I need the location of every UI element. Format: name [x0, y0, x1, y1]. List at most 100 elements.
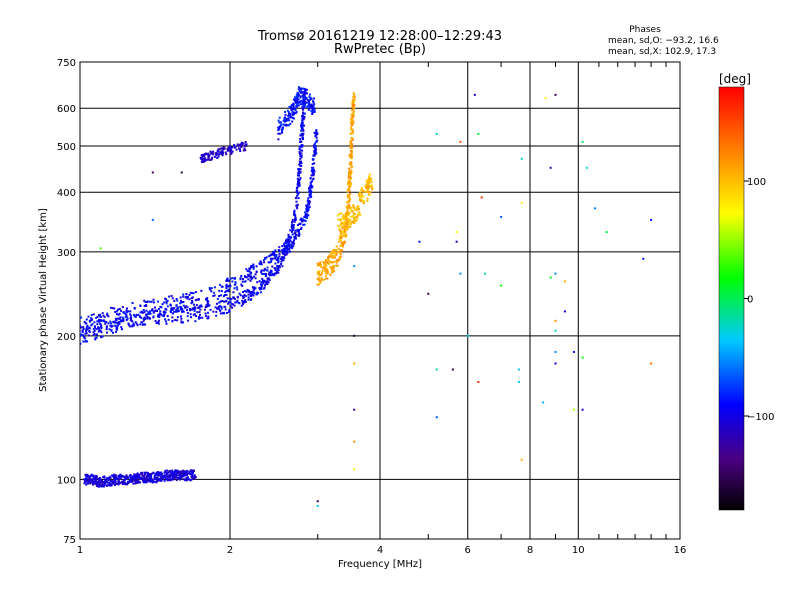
echo-point: [231, 303, 234, 306]
echo-point: [217, 155, 220, 158]
echo-point: [304, 213, 307, 216]
echo-point: [115, 482, 118, 485]
echo-point: [203, 155, 206, 158]
echo-point: [91, 323, 94, 326]
echo-point: [206, 297, 209, 300]
echo-point: [215, 302, 218, 305]
echo-point: [341, 215, 344, 218]
echo-point: [107, 315, 110, 318]
echo-point: [308, 107, 311, 110]
echo-point: [350, 113, 353, 116]
echo-point: [347, 225, 350, 228]
echo-point: [98, 313, 101, 316]
echo-point: [350, 120, 353, 123]
echo-point: [254, 277, 257, 280]
echo-point: [239, 144, 242, 147]
echo-point: [333, 269, 336, 272]
echo-point: [284, 113, 287, 116]
echo-point: [226, 149, 229, 152]
echo-point: [269, 257, 272, 260]
echo-point: [356, 207, 359, 210]
echo-point: [173, 310, 176, 313]
echo-point: [361, 200, 364, 203]
echo-point: [301, 123, 304, 126]
echo-point: [300, 123, 303, 126]
echo-point: [155, 322, 158, 325]
echo-point: [260, 291, 263, 294]
echo-point: [134, 481, 137, 484]
echo-point: [207, 311, 210, 314]
echo-point: [299, 134, 302, 137]
echo-point: [339, 234, 342, 237]
echo-point: [134, 315, 137, 318]
echo-point: [242, 142, 245, 145]
echo-point: [249, 266, 252, 269]
echo-point: [305, 204, 308, 207]
echo-point: [305, 101, 308, 104]
echo-point: [208, 286, 211, 289]
echo-point: [347, 183, 350, 186]
echo-point: [94, 482, 97, 485]
echo-point: [182, 304, 185, 307]
echo-point: [296, 228, 299, 231]
echo-point: [311, 171, 314, 174]
echo-point: [285, 247, 288, 250]
echo-point: [229, 149, 231, 152]
echo-point: [90, 314, 93, 317]
echo-point: [554, 329, 557, 332]
echo-point: [297, 181, 300, 184]
echo-point: [293, 220, 296, 223]
echo-point: [145, 476, 148, 479]
echo-point: [348, 179, 351, 182]
echo-point: [299, 228, 302, 231]
echo-point: [95, 336, 98, 339]
echo-point: [291, 120, 294, 123]
echo-point: [362, 195, 365, 198]
colorbar-tick-label: 100: [747, 177, 766, 188]
echo-point: [110, 325, 113, 328]
echo-point: [300, 162, 303, 165]
echo-point: [335, 245, 338, 248]
echo-point: [341, 230, 344, 233]
echo-point: [128, 324, 131, 327]
echo-point: [210, 287, 213, 290]
echo-point: [125, 315, 128, 318]
echo-point: [182, 469, 185, 472]
echo-point: [227, 288, 230, 291]
echo-point: [268, 255, 271, 258]
echo-point: [459, 140, 462, 143]
echo-point: [221, 300, 224, 303]
echo-point: [97, 313, 100, 316]
echo-point: [114, 481, 117, 484]
echo-point: [302, 112, 305, 115]
echo-point: [185, 305, 188, 308]
echo-point: [252, 263, 255, 266]
echo-point: [299, 155, 302, 158]
echo-point: [339, 223, 342, 226]
echo-point: [350, 137, 353, 140]
echo-point: [243, 144, 246, 147]
echo-point: [129, 310, 132, 313]
echo-point: [80, 324, 81, 327]
echo-point: [161, 474, 164, 477]
echo-point: [190, 299, 193, 302]
echo-point: [121, 481, 124, 484]
echo-point: [303, 96, 306, 99]
echo-point: [97, 482, 100, 485]
echo-point: [151, 309, 154, 312]
echo-point: [157, 472, 160, 475]
echo-point: [114, 324, 117, 327]
echo-point: [306, 204, 309, 207]
echo-point: [141, 323, 144, 326]
echo-point: [259, 287, 262, 290]
echo-point: [158, 312, 161, 315]
echo-point: [339, 244, 342, 247]
echo-point: [298, 147, 301, 150]
echo-point: [297, 168, 300, 171]
echo-point: [311, 163, 314, 166]
echo-point: [182, 310, 185, 313]
echo-point: [316, 262, 319, 265]
echo-point: [343, 223, 346, 226]
echo-point: [94, 337, 97, 340]
echo-point: [298, 228, 301, 231]
